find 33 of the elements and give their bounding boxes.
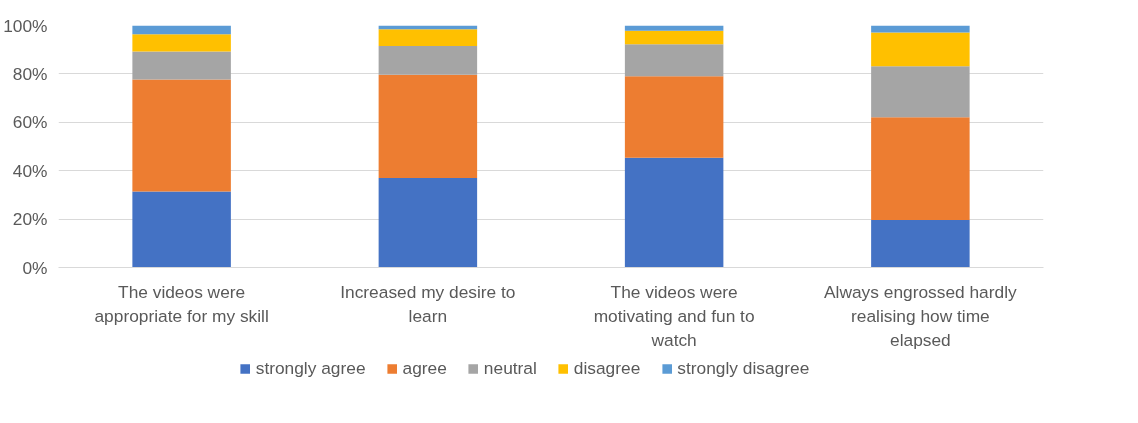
bar xyxy=(132,34,231,52)
bar xyxy=(378,29,478,47)
bar xyxy=(378,177,478,268)
bar xyxy=(871,32,970,67)
legend-label: neutral xyxy=(483,357,537,379)
y-tick-label: 80% xyxy=(12,63,48,84)
bar xyxy=(871,220,970,268)
bar xyxy=(871,66,970,118)
y-tick-label: 20% xyxy=(12,209,48,230)
bar xyxy=(871,117,970,221)
bar xyxy=(132,79,231,192)
x-tick-label: Always engrossed hardly realising how time elapsed xyxy=(824,281,1018,350)
legend-label: disagree xyxy=(573,357,641,379)
y-tick-label: 40% xyxy=(12,160,48,181)
bar xyxy=(378,74,478,178)
y-tick-label: 0% xyxy=(22,257,48,278)
bar xyxy=(378,46,478,75)
bar xyxy=(624,157,724,268)
legend-label: agree xyxy=(402,357,447,379)
bar xyxy=(624,76,724,158)
x-tick-label: Increased my desire to learn xyxy=(340,281,516,326)
bar xyxy=(132,25,231,35)
bar xyxy=(624,25,724,31)
bar xyxy=(871,25,970,33)
x-tick-label: The videos were appropriate for my skill xyxy=(94,281,269,326)
bar xyxy=(624,30,724,45)
y-tick-label: 100% xyxy=(3,15,48,36)
y-tick-label: 60% xyxy=(12,112,48,133)
bar xyxy=(132,191,231,268)
legend-label: strongly agree xyxy=(255,357,366,379)
bar xyxy=(624,44,724,77)
legend-label: strongly disagree xyxy=(677,357,810,379)
bar xyxy=(132,51,231,80)
